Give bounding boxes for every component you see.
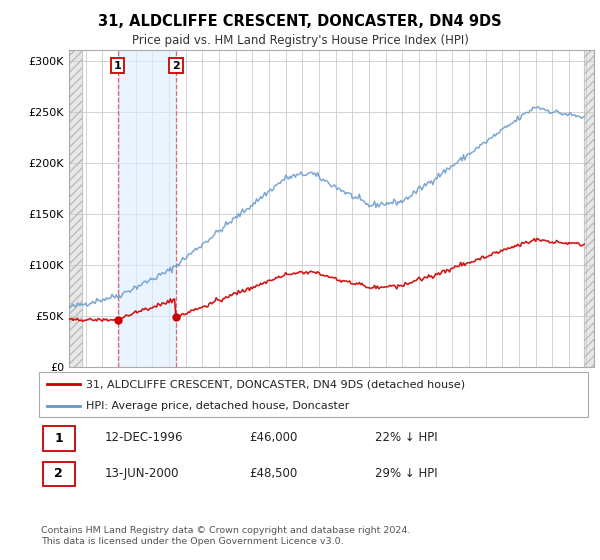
Text: HPI: Average price, detached house, Doncaster: HPI: Average price, detached house, Donc… xyxy=(86,402,349,412)
Text: 29% ↓ HPI: 29% ↓ HPI xyxy=(375,466,437,480)
Text: 1: 1 xyxy=(55,432,63,445)
FancyBboxPatch shape xyxy=(43,461,75,486)
Text: 2: 2 xyxy=(55,467,63,480)
Bar xyxy=(584,50,594,367)
Text: 31, ALDCLIFFE CRESCENT, DONCASTER, DN4 9DS: 31, ALDCLIFFE CRESCENT, DONCASTER, DN4 9… xyxy=(98,14,502,29)
Bar xyxy=(584,50,594,367)
Text: 1: 1 xyxy=(114,60,121,71)
FancyBboxPatch shape xyxy=(43,426,75,451)
Text: Contains HM Land Registry data © Crown copyright and database right 2024.
This d: Contains HM Land Registry data © Crown c… xyxy=(41,526,410,546)
Text: 2: 2 xyxy=(172,60,180,71)
Text: £46,000: £46,000 xyxy=(249,431,298,445)
Text: 12-DEC-1996: 12-DEC-1996 xyxy=(105,431,184,445)
Bar xyxy=(69,50,82,367)
Text: 22% ↓ HPI: 22% ↓ HPI xyxy=(375,431,437,445)
Text: 31, ALDCLIFFE CRESCENT, DONCASTER, DN4 9DS (detached house): 31, ALDCLIFFE CRESCENT, DONCASTER, DN4 9… xyxy=(86,380,465,390)
Bar xyxy=(69,50,82,367)
Text: Price paid vs. HM Land Registry's House Price Index (HPI): Price paid vs. HM Land Registry's House … xyxy=(131,34,469,46)
Text: £48,500: £48,500 xyxy=(249,466,297,480)
FancyBboxPatch shape xyxy=(39,372,588,417)
Bar xyxy=(118,50,176,367)
Text: 13-JUN-2000: 13-JUN-2000 xyxy=(105,466,179,480)
